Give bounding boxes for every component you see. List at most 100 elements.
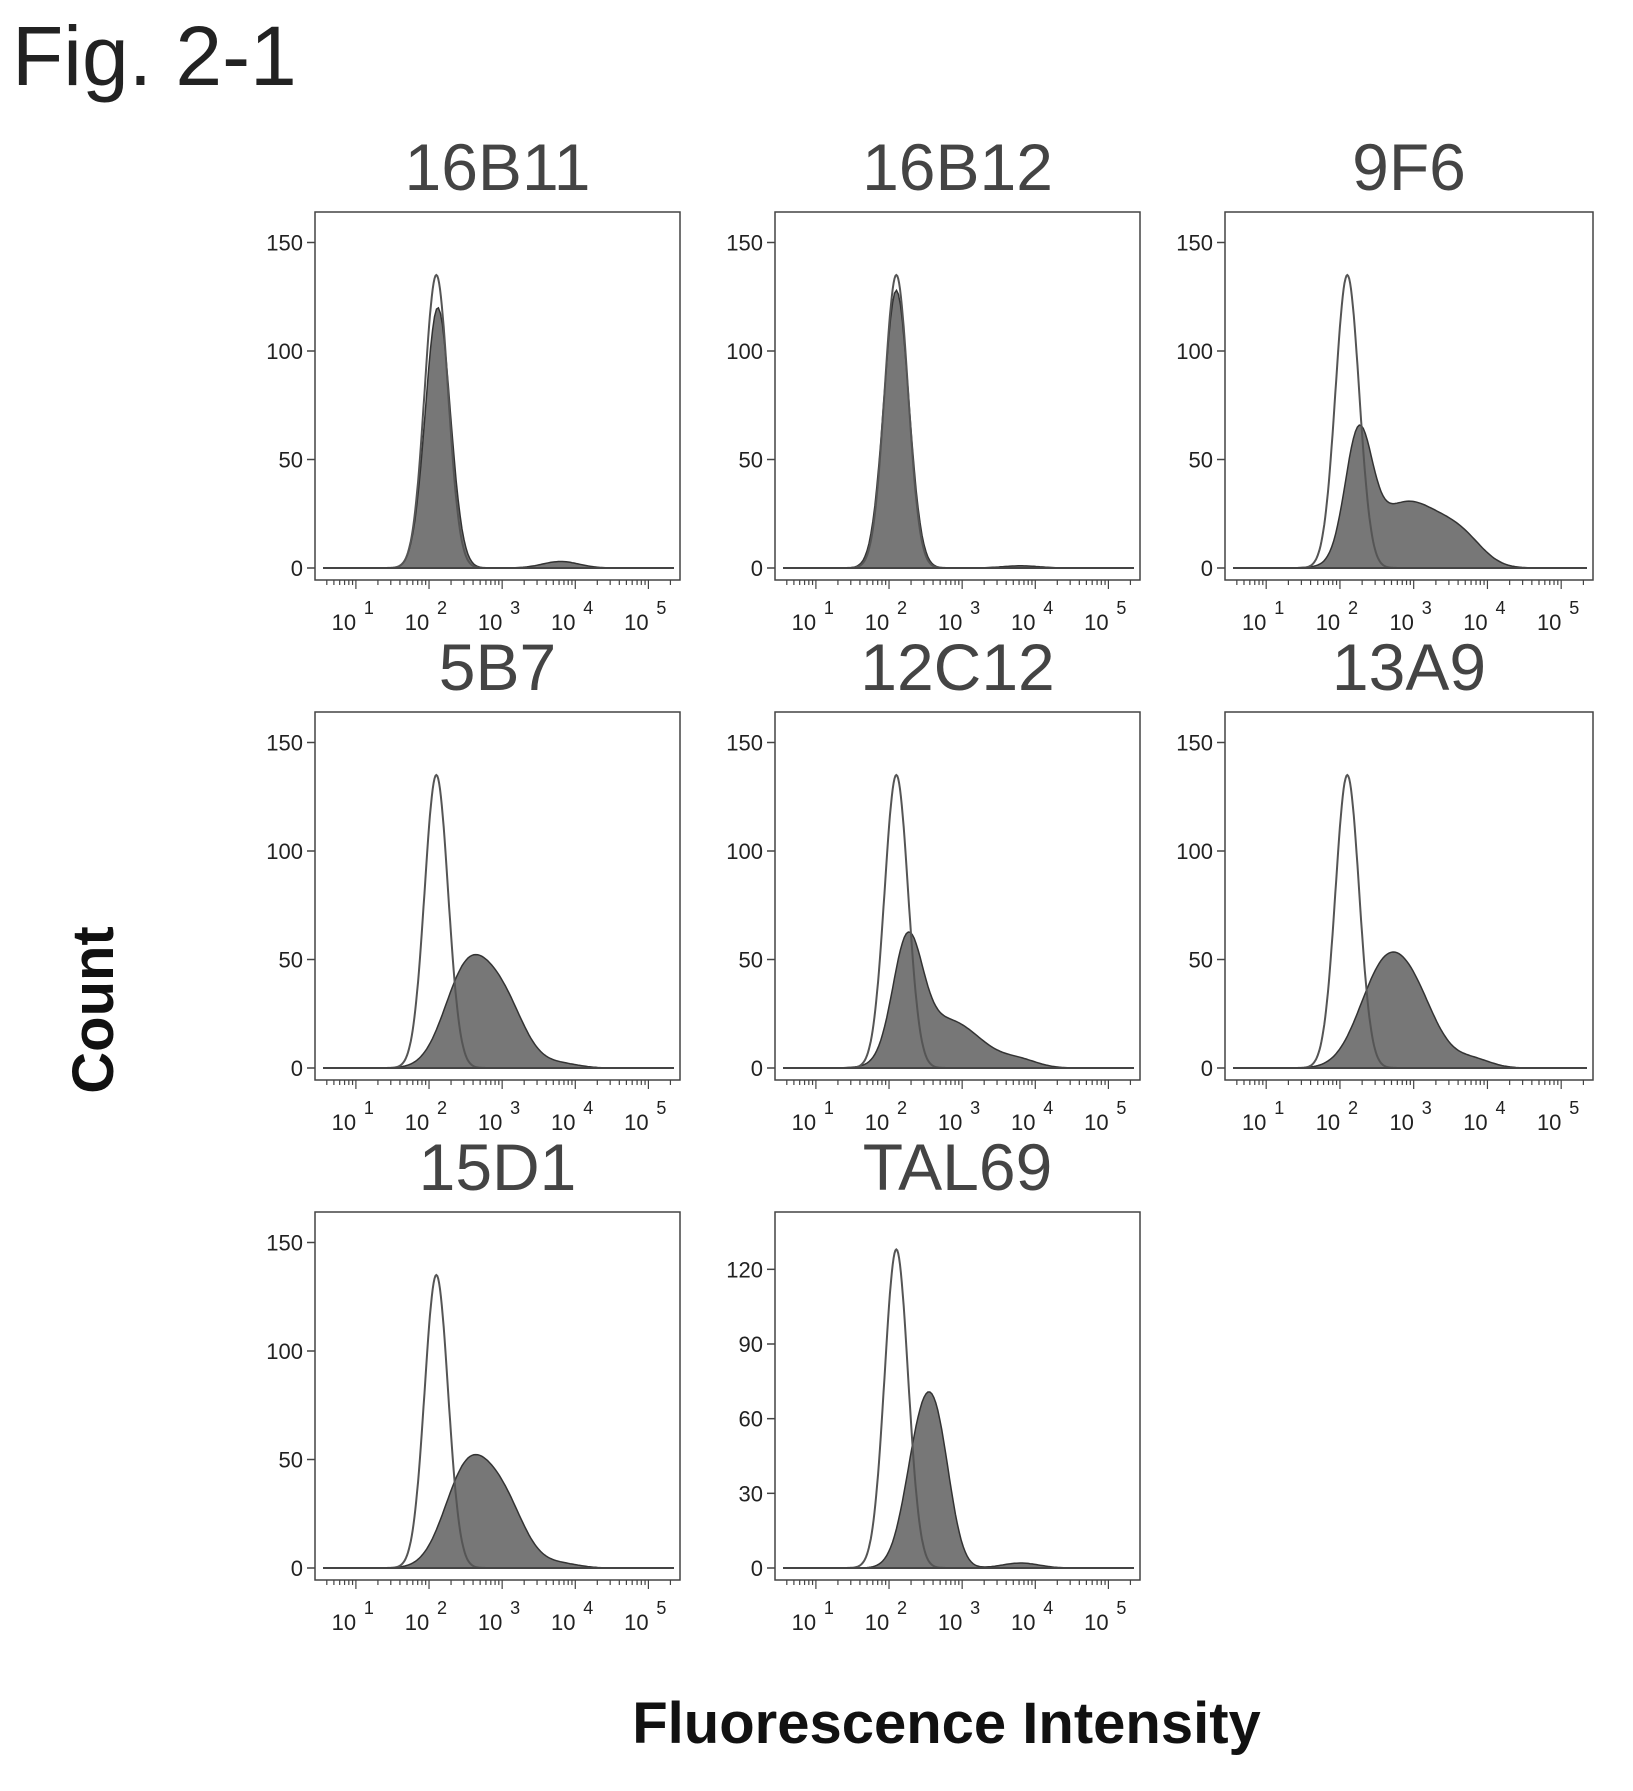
- x-tick-label: 10: [1084, 1110, 1108, 1135]
- plot-frame: [774, 711, 1141, 1081]
- x-tick-exponent: 5: [656, 598, 666, 618]
- x-tick-label: 10: [551, 610, 575, 635]
- x-tick-label: 10: [1084, 610, 1108, 635]
- x-tick-label: 10: [1389, 1110, 1413, 1135]
- stained-histogram: [355, 306, 671, 569]
- stained-histogram: [1266, 424, 1584, 569]
- x-tick-exponent: 1: [1274, 1098, 1284, 1118]
- x-tick-label: 10: [792, 1610, 816, 1635]
- stained-histogram: [1266, 951, 1584, 1069]
- y-tick-label: 100: [266, 839, 303, 864]
- x-tick-exponent: 1: [364, 1098, 374, 1118]
- y-tick-label: 0: [291, 1056, 303, 1081]
- x-tick-exponent: 2: [437, 1598, 447, 1618]
- y-tick-label: 100: [1176, 339, 1213, 364]
- x-tick-exponent: 3: [510, 598, 520, 618]
- x-tick-exponent: 4: [1495, 1098, 1505, 1118]
- x-tick-exponent: 1: [364, 598, 374, 618]
- plot-frame: [774, 211, 1141, 581]
- x-tick-exponent: 4: [1043, 1598, 1053, 1618]
- x-tick-exponent: 4: [1043, 598, 1053, 618]
- x-tick-label: 10: [1389, 610, 1413, 635]
- x-tick-exponent: 5: [1569, 598, 1579, 618]
- y-tick-label: 90: [739, 1332, 763, 1357]
- y-tick-label: 0: [291, 556, 303, 581]
- x-tick-label: 10: [551, 1610, 575, 1635]
- x-tick-label: 10: [1084, 1610, 1108, 1635]
- x-tick-label: 10: [865, 610, 889, 635]
- plot-frame: [314, 1211, 681, 1581]
- x-tick-label: 10: [1463, 610, 1487, 635]
- y-tick-label: 100: [266, 1339, 303, 1364]
- plot-frame: [1224, 211, 1594, 581]
- x-tick-exponent: 1: [824, 598, 834, 618]
- x-tick-exponent: 1: [364, 1598, 374, 1618]
- x-tick-exponent: 4: [1043, 1098, 1053, 1118]
- y-tick-label: 100: [726, 339, 763, 364]
- y-tick-label: 50: [739, 948, 763, 973]
- x-tick-label: 10: [1242, 1110, 1266, 1135]
- x-tick-exponent: 3: [510, 1598, 520, 1618]
- x-tick-exponent: 1: [824, 1098, 834, 1118]
- x-tick-label: 10: [478, 1610, 502, 1635]
- y-tick-label: 0: [291, 1556, 303, 1581]
- y-tick-label: 150: [726, 731, 763, 756]
- x-tick-label: 10: [1537, 610, 1561, 635]
- x-tick-exponent: 3: [970, 1098, 980, 1118]
- y-tick-label: 50: [279, 448, 303, 473]
- x-tick-label: 10: [1011, 1110, 1035, 1135]
- histogram-panel-15d1: 15D1 0 50 100 150 10 1 10 2 10 3 10 4 10 5: [266, 1130, 681, 1635]
- histogram-panel-16b11: 16B11 0 50 100 150 10 1 10 2 10 3 10 4 10 5: [266, 130, 681, 635]
- x-tick-label: 10: [624, 610, 648, 635]
- histogram-panel-tal69: TAL69 0 30 60 90 120 10 1 10 2 10 3 10 4 10 5: [726, 1130, 1141, 1635]
- x-tick-exponent: 5: [1116, 598, 1126, 618]
- x-tick-label: 10: [624, 1110, 648, 1135]
- x-tick-exponent: 5: [656, 1098, 666, 1118]
- y-tick-label: 50: [1189, 448, 1213, 473]
- histogram-panel-9f6: 9F6 0 50 100 150 10 1 10 2 10 3 10 4 10 5: [1176, 130, 1594, 635]
- y-tick-label: 100: [726, 839, 763, 864]
- figure-title: Fig. 2-1: [12, 9, 297, 103]
- y-tick-label: 150: [1176, 731, 1213, 756]
- y-tick-label: 100: [266, 339, 303, 364]
- y-tick-label: 0: [751, 1056, 763, 1081]
- x-tick-exponent: 3: [510, 1098, 520, 1118]
- x-tick-label: 10: [792, 610, 816, 635]
- histogram-panel-12c12: 12C12 0 50 100 150 10 1 10 2 10 3 10 4 10 5: [726, 630, 1141, 1135]
- x-tick-exponent: 1: [824, 1598, 834, 1618]
- stained-histogram: [815, 288, 1131, 569]
- x-tick-exponent: 4: [1495, 598, 1505, 618]
- y-tick-label: 150: [266, 1231, 303, 1256]
- histogram-panel-13a9: 13A9 0 50 100 150 10 1 10 2 10 3 10 4 10 5: [1176, 630, 1594, 1135]
- x-tick-exponent: 5: [1569, 1098, 1579, 1118]
- plot-frame: [774, 1211, 1141, 1581]
- y-tick-label: 0: [1201, 556, 1213, 581]
- panel-title: 16B12: [862, 130, 1053, 204]
- y-tick-label: 0: [751, 1556, 763, 1581]
- x-tick-exponent: 3: [970, 1598, 980, 1618]
- panel-title: 15D1: [419, 1130, 577, 1204]
- stained-histogram: [355, 1453, 671, 1569]
- x-tick-label: 10: [938, 1110, 962, 1135]
- y-tick-label: 150: [266, 231, 303, 256]
- plot-frame: [314, 211, 681, 581]
- x-tick-label: 10: [938, 610, 962, 635]
- y-tick-label: 150: [726, 231, 763, 256]
- x-tick-label: 10: [332, 610, 356, 635]
- x-tick-exponent: 5: [1116, 1098, 1126, 1118]
- x-tick-label: 10: [551, 1110, 575, 1135]
- panel-title: 5B7: [439, 630, 556, 704]
- x-tick-label: 10: [405, 1110, 429, 1135]
- x-tick-exponent: 5: [1116, 1598, 1126, 1618]
- x-tick-label: 10: [1316, 610, 1340, 635]
- x-tick-exponent: 2: [897, 598, 907, 618]
- x-tick-label: 10: [624, 1610, 648, 1635]
- x-tick-exponent: 4: [583, 1598, 593, 1618]
- histogram-panel-16b12: 16B12 0 50 100 150 10 1 10 2 10 3 10 4 10 5: [726, 130, 1141, 635]
- y-tick-label: 50: [739, 448, 763, 473]
- x-tick-exponent: 2: [437, 598, 447, 618]
- x-tick-exponent: 4: [583, 1098, 593, 1118]
- panel-title: 12C12: [860, 630, 1055, 704]
- y-tick-label: 0: [1201, 1056, 1213, 1081]
- y-tick-label: 100: [1176, 839, 1213, 864]
